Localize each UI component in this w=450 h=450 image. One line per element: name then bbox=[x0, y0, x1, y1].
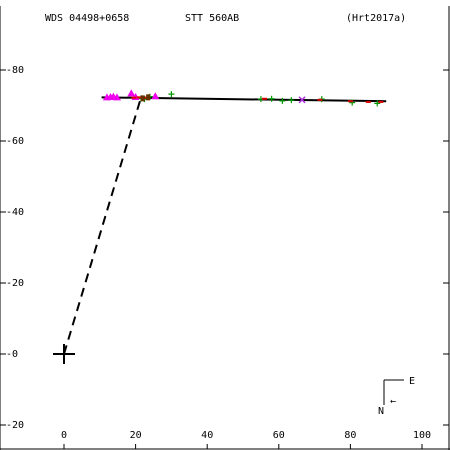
data-point-plus bbox=[279, 97, 286, 104]
y-tick-label: -0 bbox=[6, 349, 18, 360]
x-axis-ticks: 0 20 40 60 80 100 bbox=[61, 430, 431, 449]
data-point-plus bbox=[168, 91, 175, 98]
primary-star-marker bbox=[53, 344, 75, 364]
data-point-square bbox=[140, 95, 145, 102]
x-tick-label: 80 bbox=[344, 430, 356, 441]
x-tick-label: 60 bbox=[273, 430, 285, 441]
data-point-x bbox=[298, 96, 306, 104]
data-point-plus bbox=[288, 97, 295, 104]
data-point-triangle bbox=[151, 92, 160, 100]
plot-frame bbox=[0, 6, 450, 450]
compass-north-label: N bbox=[378, 406, 384, 417]
x-tick-label: 0 bbox=[61, 430, 67, 441]
y-axis-ticks: -20 -0 -20 -40 -60 -80 bbox=[0, 65, 449, 431]
compass-arrow-icon: ← bbox=[390, 396, 396, 407]
y-tick-label: -60 bbox=[6, 136, 24, 147]
data-point-square bbox=[146, 94, 151, 101]
primary-star-cross bbox=[53, 344, 75, 364]
header-reference: (Hrt2017a) bbox=[346, 13, 406, 24]
compass: E N ← bbox=[378, 376, 415, 417]
data-point-plus bbox=[374, 100, 381, 107]
x-tick-label: 100 bbox=[413, 430, 431, 441]
y-tick-label: -20 bbox=[6, 278, 24, 289]
observation-points bbox=[102, 89, 384, 107]
y-tick-label: -20 bbox=[6, 420, 24, 431]
header-pair-name: STT 560AB bbox=[185, 13, 239, 24]
x-tick-label: 20 bbox=[130, 430, 142, 441]
data-point-triangle bbox=[112, 93, 121, 101]
y-tick-label: -80 bbox=[6, 65, 24, 76]
compass-east-label: E bbox=[409, 376, 415, 387]
y-tick-label: -40 bbox=[6, 207, 24, 218]
data-point-plus bbox=[268, 95, 275, 102]
header-wds-id: WDS 04498+0658 bbox=[45, 13, 129, 24]
x-tick-label: 40 bbox=[201, 430, 213, 441]
data-point-triangle bbox=[127, 89, 136, 97]
